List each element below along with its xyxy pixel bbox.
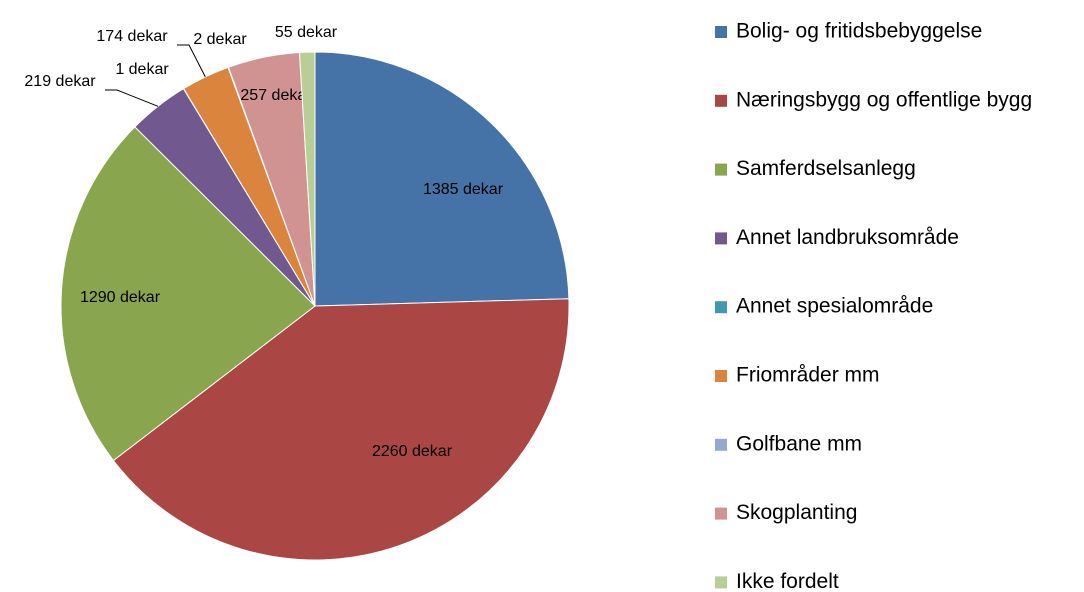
pie-slice — [314, 51, 570, 307]
legend-swatch — [715, 507, 727, 520]
legend-swatch — [715, 576, 727, 589]
legend-swatch — [715, 232, 727, 245]
leader-line — [105, 89, 159, 107]
legend-label: Bolig- og fritidsbebyggelse — [736, 20, 982, 43]
legend-swatch — [715, 370, 727, 382]
data-label: 2 dekar — [193, 31, 247, 48]
data-label: 1290 dekar — [80, 289, 161, 306]
data-label: 257 dekar — [240, 87, 312, 104]
data-label: 1385 dekar — [423, 181, 504, 198]
legend-swatch — [715, 438, 727, 451]
legend-swatch — [715, 163, 727, 176]
legend-label: Friområder mm — [736, 364, 880, 387]
legend-swatch — [715, 301, 727, 314]
legend-swatch — [715, 26, 727, 38]
legend-label: Annet landbruksområde — [736, 226, 959, 249]
legend-label: Golfbane mm — [736, 432, 862, 455]
data-label: 219 dekar — [24, 73, 96, 90]
legend-label: Skogplanting — [736, 501, 857, 524]
data-label: 55 dekar — [275, 24, 338, 41]
legend-swatch — [715, 94, 727, 107]
pie-slice — [60, 126, 316, 462]
data-label: 1 dekar — [115, 61, 169, 78]
data-label: 174 dekar — [96, 28, 168, 45]
pie-slice — [298, 51, 316, 307]
legend-label: Næringsbygg og offentlige bygg — [736, 88, 1032, 111]
legend-label: Samferdselsanlegg — [736, 157, 916, 180]
legend-label: Annet spesialområde — [736, 295, 933, 318]
leader-line — [177, 44, 206, 78]
data-label: 2260 dekar — [372, 443, 453, 460]
pie-slice — [112, 298, 570, 561]
legend-label: Ikke fordelt — [736, 570, 839, 592]
